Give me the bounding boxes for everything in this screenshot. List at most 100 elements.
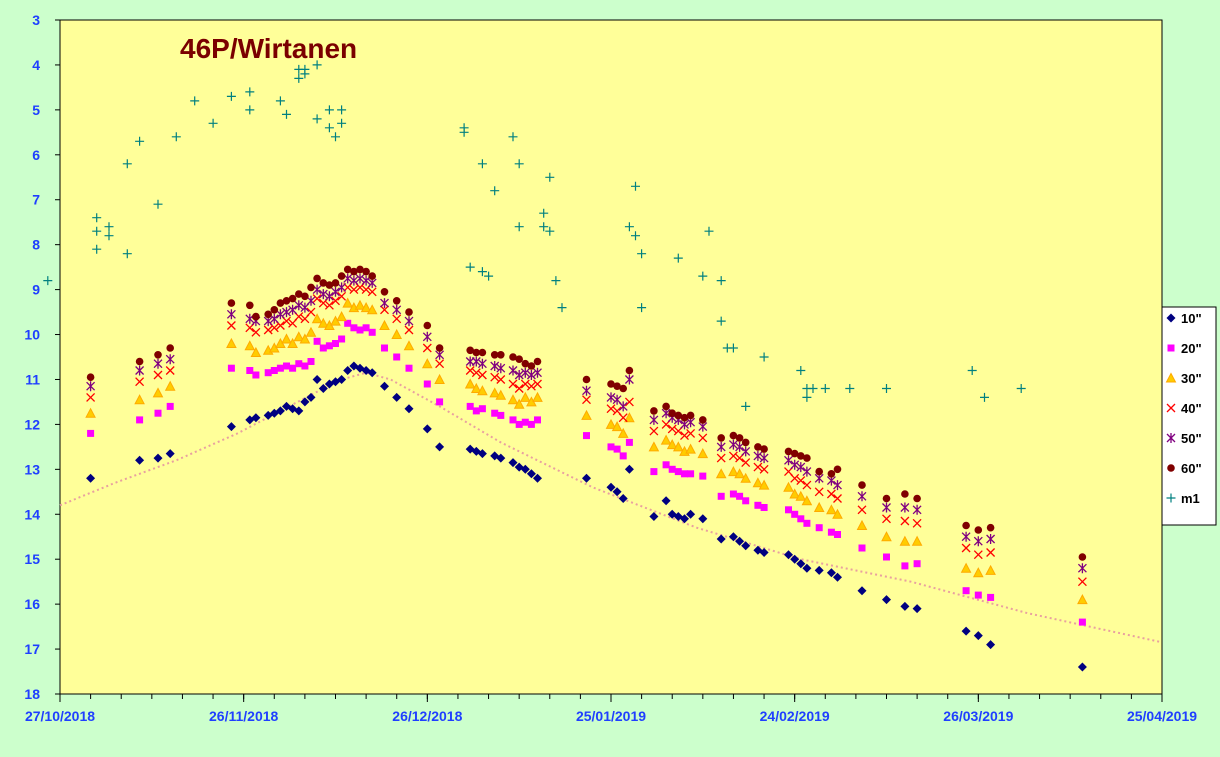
data-point: [912, 518, 922, 528]
marker-shape: [325, 281, 334, 289]
marker-shape: [85, 407, 96, 418]
marker-shape: [728, 466, 739, 477]
marker-shape: [834, 531, 841, 538]
data-point: [337, 375, 347, 384]
data-point: [986, 523, 995, 532]
data-point: [362, 267, 370, 276]
data-point: [318, 289, 328, 300]
data-point: [313, 274, 321, 283]
marker-shape: [287, 337, 298, 348]
marker-shape: [313, 274, 321, 283]
marker-shape: [961, 543, 971, 553]
marker-shape: [380, 305, 389, 315]
data-point: [226, 91, 236, 101]
data-point: [672, 441, 684, 452]
marker-shape: [338, 335, 346, 343]
marker-shape: [301, 292, 309, 301]
marker-shape: [912, 504, 922, 515]
marker-shape: [404, 404, 414, 414]
marker-shape: [845, 384, 855, 393]
marker-shape: [882, 494, 891, 503]
marker-shape: [226, 422, 236, 432]
data-point: [379, 319, 390, 330]
marker-shape: [900, 502, 910, 513]
data-point: [912, 504, 922, 515]
marker-shape: [545, 172, 555, 182]
data-point: [313, 337, 321, 345]
marker-shape: [857, 491, 867, 502]
marker-shape: [226, 337, 237, 348]
data-point: [435, 344, 444, 352]
marker-shape: [514, 384, 524, 393]
data-point: [368, 328, 376, 336]
data-point: [135, 136, 145, 146]
marker-shape: [509, 416, 517, 424]
data-point: [226, 422, 236, 432]
marker-shape: [796, 366, 806, 375]
data-point: [312, 375, 322, 384]
data-point: [470, 382, 482, 393]
data-point: [704, 226, 714, 236]
data-point: [900, 601, 910, 611]
marker-shape: [87, 429, 95, 437]
marker-shape: [337, 272, 346, 280]
data-point: [813, 501, 825, 512]
data-point: [153, 370, 163, 380]
data-point: [661, 496, 671, 506]
marker-shape: [717, 492, 725, 500]
data-point: [324, 123, 334, 133]
marker-shape: [171, 132, 181, 142]
marker-shape: [422, 424, 432, 434]
legend-item-label: 50": [1181, 431, 1202, 446]
data-point: [391, 328, 403, 339]
marker-shape: [331, 279, 340, 287]
marker-shape: [900, 516, 910, 526]
marker-shape: [470, 382, 482, 393]
data-point: [858, 544, 866, 552]
data-point: [660, 434, 672, 445]
data-point: [366, 304, 378, 315]
data-point: [282, 109, 291, 119]
data-point: [331, 132, 340, 142]
marker-shape: [319, 279, 328, 287]
marker-shape: [435, 442, 445, 452]
y-tick-label: 11: [25, 371, 40, 387]
marker-shape: [380, 288, 389, 296]
marker-shape: [833, 572, 842, 582]
marker-shape: [311, 313, 323, 324]
marker-shape: [728, 532, 738, 542]
data-point: [740, 472, 752, 483]
marker-shape: [324, 105, 334, 115]
data-point: [715, 468, 727, 479]
data-point: [827, 470, 836, 478]
marker-shape: [477, 449, 487, 459]
marker-shape: [637, 303, 647, 313]
data-point: [582, 473, 591, 483]
data-point: [754, 501, 762, 509]
marker-shape: [508, 132, 518, 142]
marker-shape: [490, 351, 499, 359]
data-point: [648, 441, 660, 452]
data-point: [735, 536, 745, 546]
data-point: [882, 595, 891, 605]
data-point: [306, 392, 316, 402]
data-point: [361, 275, 371, 286]
marker-shape: [784, 550, 793, 560]
data-point: [649, 512, 659, 521]
marker-shape: [332, 340, 339, 347]
data-point: [662, 461, 670, 469]
data-point: [753, 462, 763, 472]
data-point: [758, 479, 770, 490]
data-point: [515, 420, 523, 428]
data-point: [521, 418, 529, 426]
y-tick-label: 10: [24, 327, 40, 343]
marker-shape: [820, 384, 830, 393]
y-tick-label: 13: [24, 461, 40, 477]
data-point: [637, 249, 647, 259]
data-point: [911, 535, 923, 546]
marker-shape: [649, 512, 659, 521]
legend-item-label: 10": [1181, 311, 1202, 326]
data-point: [607, 380, 615, 388]
data-point: [471, 368, 481, 378]
